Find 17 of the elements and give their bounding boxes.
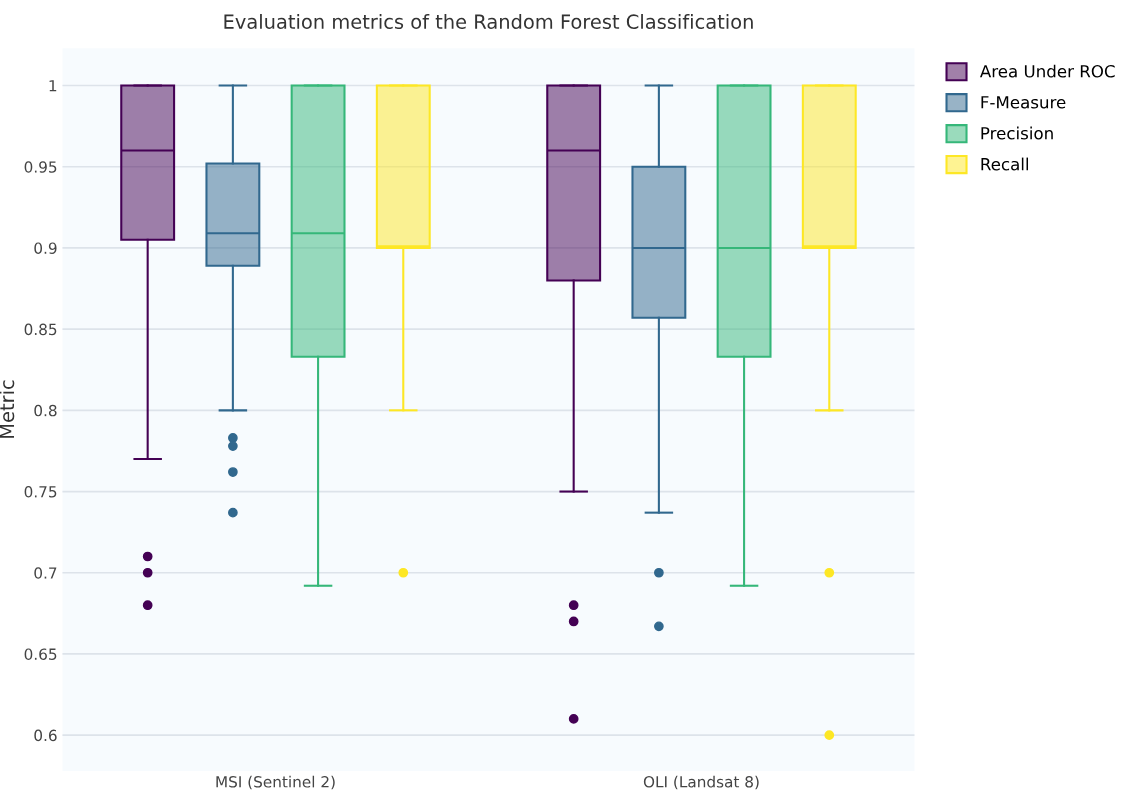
y-tick-label: 0.75 <box>24 486 57 498</box>
legend-label: Precision <box>981 126 1053 140</box>
y-tick-label: 0.6 <box>34 729 57 742</box>
y-tick-label: 0.85 <box>24 323 57 336</box>
y-tick-label: 0.8 <box>34 404 57 417</box>
y-tick-label: 0.65 <box>24 648 57 660</box>
chart-title: Evaluation metrics of the Random Forest Classification <box>224 13 753 30</box>
y-tick-label: 0.7 <box>34 567 57 579</box>
legend-label: F-Measure <box>981 96 1066 109</box>
y-tick-label: 0.95 <box>24 161 57 173</box>
y-tick-label: 1 <box>49 80 57 92</box>
legend-label: Area Under ROC <box>979 64 1115 78</box>
x-tick-label: OLI (Landsat 8) <box>643 775 759 790</box>
legend-label: Recall <box>981 157 1029 171</box>
y-axis-title: Metric <box>0 380 15 438</box>
y-tick-label: 0.9 <box>34 242 57 254</box>
x-tick-label: MSI (Sentinel 2) <box>216 775 335 790</box>
